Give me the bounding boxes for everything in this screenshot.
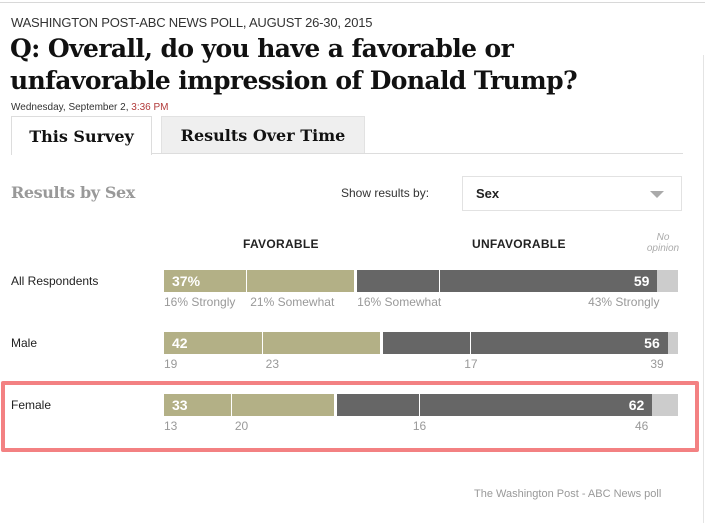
favorable-bar (164, 394, 334, 416)
row-label: Male (11, 336, 38, 350)
unfavorable-header: UNFAVORABLE (472, 237, 566, 251)
no-opinion-bar (657, 270, 678, 292)
chevron-down-icon (650, 191, 664, 198)
favorable-bar (164, 270, 355, 292)
favorable-value: 37% (172, 273, 201, 289)
unfavorable-value: 59 (633, 273, 650, 289)
unfavorable-bar (382, 332, 668, 354)
right-border (703, 55, 704, 523)
poll-question: Q: Overall, do you have a favorable or u… (10, 34, 578, 95)
unf-somewhat-label: 17 (464, 357, 478, 371)
unfavorable-bar (336, 394, 653, 416)
poll-kicker: WASHINGTON POST-ABC NEWS POLL, AUGUST 26… (11, 15, 373, 30)
female-row-highlight (1, 381, 699, 452)
favorable-bar (164, 332, 380, 354)
top-divider (0, 2, 705, 3)
unfavorable-value: 56 (644, 335, 660, 351)
unf-strongly-label: 39 (650, 357, 664, 371)
unfavorable-somewhat-divider (470, 332, 472, 354)
no-opinion-header: No opinion (646, 232, 680, 254)
unf-somewhat-label: 16 (412, 419, 427, 433)
unfavorable-somewhat-divider (418, 394, 420, 416)
unfavorable-bar (357, 270, 658, 292)
fav-somewhat-label: 20 (234, 419, 249, 433)
favorable-strongly-divider (261, 332, 263, 354)
fav-strongly-label: 19 (164, 357, 178, 371)
unf-strongly-label: 46 (634, 419, 649, 433)
tab-results-over-time[interactable]: Results Over Time (161, 116, 365, 154)
section-title: Results by Sex (11, 183, 135, 202)
no-opinion-bar (667, 332, 678, 354)
favorable-value: 33 (172, 397, 188, 413)
fav-strongly-label: 13 (164, 419, 178, 433)
source-credit: The Washington Post - ABC News poll (474, 488, 662, 500)
unf-somewhat-label: 16% Somewhat (357, 295, 442, 309)
unfavorable-somewhat-divider (439, 270, 441, 292)
favorable-strongly-divider (246, 270, 248, 292)
row-label: Female (11, 398, 52, 412)
show-results-label: Show results by: (341, 186, 430, 200)
unf-strongly-label: 43% Strongly (588, 295, 660, 309)
fav-strongly-label: 16% Strongly (164, 295, 236, 309)
favorable-header: FAVORABLE (243, 237, 319, 251)
no-opinion-bar (652, 394, 678, 416)
dateline: Wednesday, September 2, 3:36 PM (11, 102, 169, 113)
favorable-strongly-divider (230, 394, 232, 416)
unfavorable-value: 62 (628, 397, 645, 413)
fav-somewhat-label: 23 (265, 357, 280, 371)
selected-value: Sex (476, 186, 500, 201)
tab-divider (152, 153, 683, 154)
date: Wednesday, September 2, (11, 102, 129, 113)
show-results-select[interactable]: Sex (462, 176, 682, 211)
row-label: All Respondents (11, 274, 99, 288)
time: 3:36 PM (131, 102, 169, 113)
favorable-value: 42 (172, 335, 188, 351)
tab-this-survey[interactable]: This Survey (11, 116, 152, 155)
fav-somewhat-label: 21% Somewhat (250, 295, 335, 309)
